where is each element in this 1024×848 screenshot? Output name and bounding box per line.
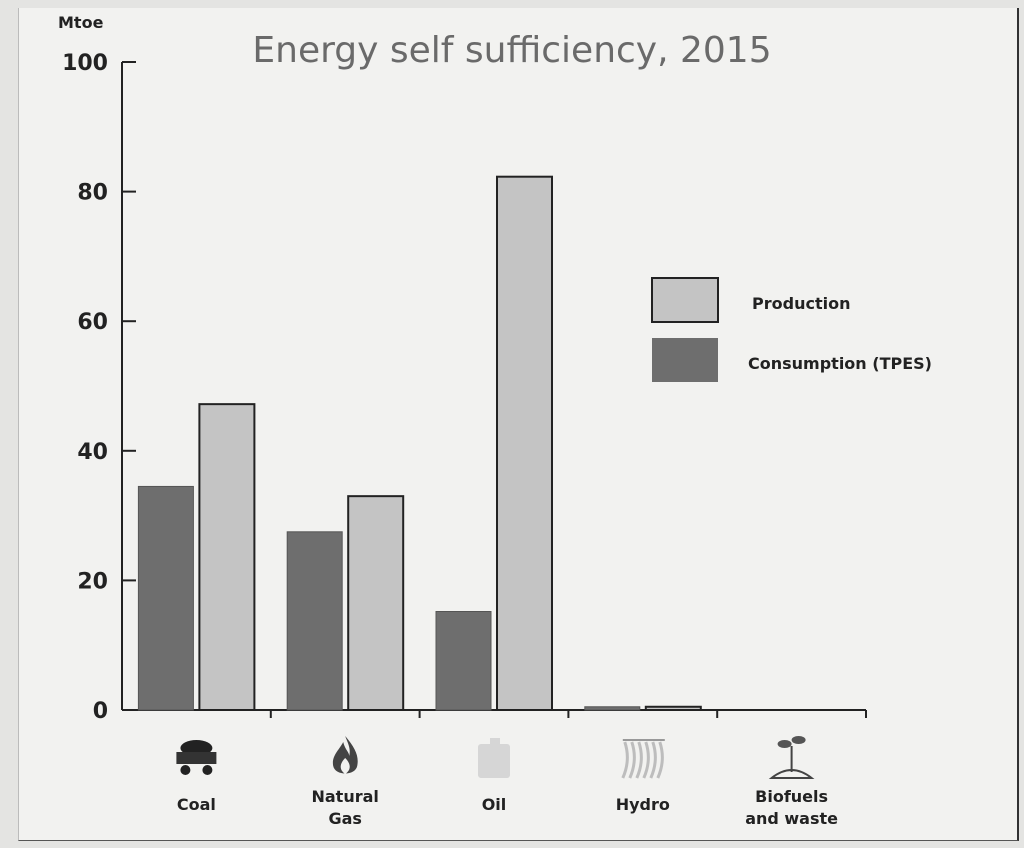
flame-icon [332, 736, 358, 774]
coal-cart-icon [176, 740, 217, 775]
y-tick-label: 60 [77, 310, 108, 335]
legend-label: Production [752, 294, 850, 313]
category-label-line: Gas [328, 809, 361, 828]
category-label: Hydro [616, 795, 670, 814]
bar-consumption-oil [435, 611, 492, 711]
category-label-line: and waste [745, 809, 838, 828]
category-label: Biofuels and waste [745, 787, 838, 828]
category-label: Natural Gas [311, 787, 378, 828]
legend-label: Consumption (TPES) [748, 354, 932, 373]
bar-production-hydro [644, 705, 702, 712]
category-label-line: Oil [482, 795, 507, 814]
category-label: Coal [177, 795, 216, 814]
bars [137, 175, 702, 712]
legend-swatch [652, 338, 718, 382]
bar-production-coal [198, 403, 256, 711]
bar-consumption-hydro [584, 706, 641, 711]
category-label-line: Coal [177, 795, 216, 814]
category-label-line: Hydro [616, 795, 670, 814]
y-tick-label: 80 [77, 181, 108, 206]
y-tick-label: 100 [62, 51, 108, 76]
bar-consumption-coal [137, 485, 194, 711]
legend-swatch [651, 277, 719, 323]
bar-production-oil [496, 175, 553, 712]
y-tick-label: 0 [93, 699, 108, 724]
biofuels-plant-icon [768, 736, 815, 779]
category-label: Oil [482, 795, 507, 814]
category-label-line: Biofuels [755, 787, 828, 806]
y-tick-label: 20 [77, 569, 108, 594]
category-label-line: Natural [311, 787, 378, 806]
bar-production-natural-gas [347, 495, 405, 711]
bar-consumption-natural-gas [286, 531, 343, 711]
hydro-waterfall-icon [621, 739, 665, 779]
category-icons [176, 736, 815, 779]
chart-title: Energy self sufficiency, 2015 [252, 30, 771, 71]
oil-canister-icon [478, 738, 510, 778]
y-tick-label: 40 [77, 440, 108, 465]
legend: Production Consumption (TPES) [651, 277, 932, 382]
y-unit-label: Mtoe [58, 13, 104, 32]
category-labels: Coal Natural Gas Oil Hydro Biofuels and waste [177, 787, 838, 828]
